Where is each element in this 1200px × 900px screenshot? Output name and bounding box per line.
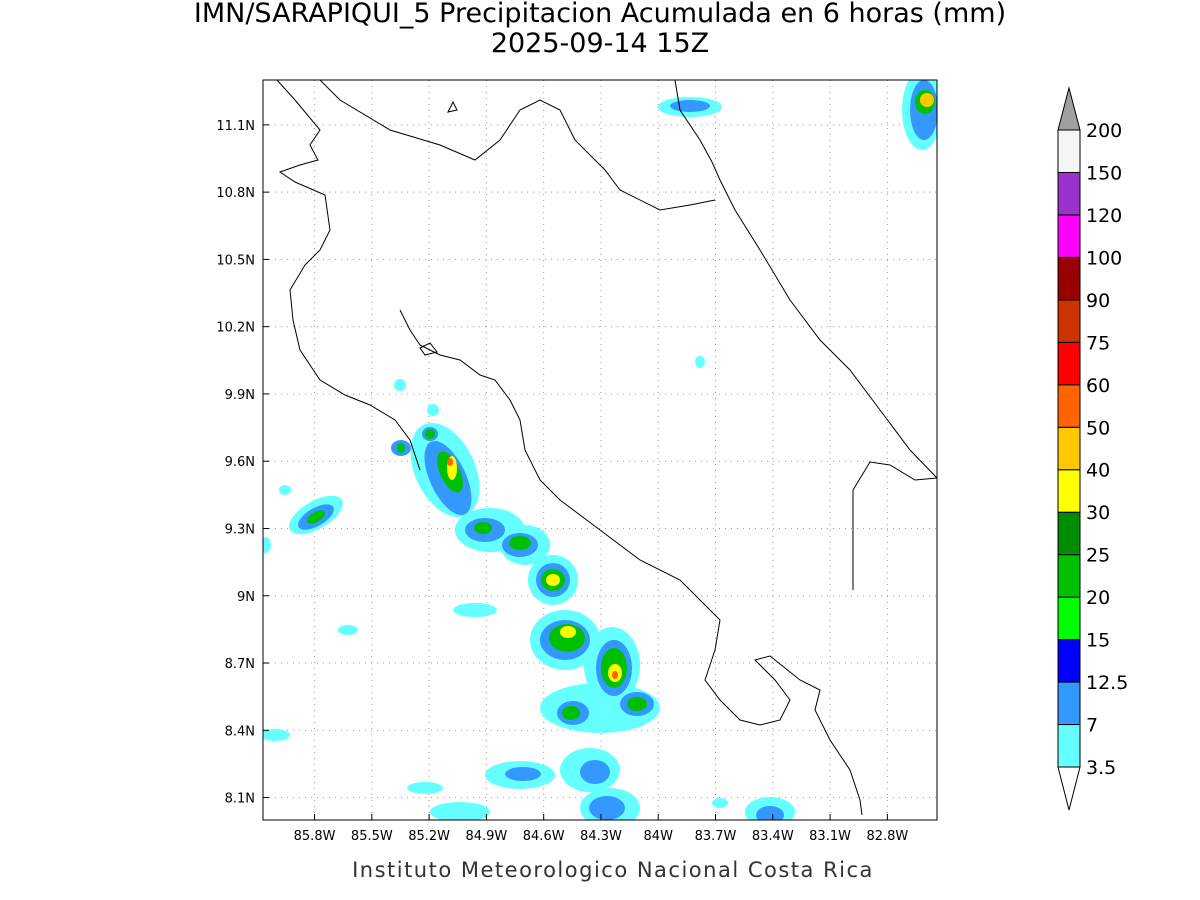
chart-title: IMN/SARAPIQUI_5 Precipitacion Acumulada … xyxy=(194,0,1006,29)
x-tick-label: 84.6W xyxy=(523,829,565,844)
colorbar-segment xyxy=(1057,724,1081,768)
colorbar-label: 12.5 xyxy=(1086,672,1128,694)
y-tick-label: 9.3N xyxy=(225,522,255,537)
island xyxy=(447,100,458,113)
gulf-coast xyxy=(399,309,863,816)
y-tick-label: 9.9N xyxy=(225,388,255,403)
colorbar-label: 120 xyxy=(1086,205,1122,227)
nicaragua-border xyxy=(319,80,716,211)
colorbar-label: 90 xyxy=(1086,290,1110,312)
caribbean-coast xyxy=(674,80,937,479)
y-tick-label: 11.1N xyxy=(216,119,255,134)
y-tick-label: 8.4N xyxy=(225,724,255,739)
colorbar-label: 30 xyxy=(1086,502,1110,524)
colorbar-segment xyxy=(1057,554,1081,598)
colorbar-segment xyxy=(1057,596,1081,641)
colorbar-label: 40 xyxy=(1086,460,1110,482)
colorbar-over xyxy=(1057,86,1081,131)
colorbar-segment xyxy=(1057,299,1081,343)
colorbar-label: 50 xyxy=(1086,417,1110,439)
x-tick-label: 83.4W xyxy=(752,829,794,844)
precip-field xyxy=(263,80,937,820)
colorbar-label: 60 xyxy=(1086,375,1110,397)
colorbar-label: 100 xyxy=(1086,247,1122,269)
y-tick-label: 10.8N xyxy=(216,186,255,201)
colorbar-segment xyxy=(1057,341,1081,386)
x-tick-label: 83.7W xyxy=(695,829,737,844)
x-tick-label: 85.8W xyxy=(294,829,336,844)
colorbar-segment xyxy=(1057,426,1081,471)
colorbar-label: 150 xyxy=(1086,162,1122,184)
x-tick-label: 84W xyxy=(644,829,674,844)
colorbar-label: 200 xyxy=(1086,120,1122,142)
precip-heavy xyxy=(306,90,935,720)
plot-frame xyxy=(262,79,938,821)
x-tick-label: 82.8W xyxy=(866,829,908,844)
y-tick-label: 8.1N xyxy=(225,792,255,807)
precip-intense xyxy=(447,93,934,682)
panama-border xyxy=(852,461,937,590)
colorbar-label: 7 xyxy=(1086,715,1098,737)
y-tick-label: 10.5N xyxy=(216,253,255,268)
chart-subtitle: 2025-09-14 15Z xyxy=(491,28,709,59)
y-tick-label: 10.2N xyxy=(216,321,255,336)
colorbar-segment xyxy=(1057,681,1081,726)
colorbar-segment xyxy=(1057,171,1081,216)
colorbar-segment xyxy=(1057,256,1081,301)
colorbar: 3.5 7 12.5 15 20 25 30 40 50 60 75 90 100 120 150 200 xyxy=(1057,86,1128,811)
colorbar-label: 20 xyxy=(1086,587,1110,609)
colorbar-segment xyxy=(1057,511,1081,556)
colorbar-segment xyxy=(1057,384,1081,428)
x-tick-label: 85.2W xyxy=(408,829,450,844)
pacific-coast xyxy=(276,80,421,471)
coastlines xyxy=(276,80,937,816)
precip-light xyxy=(263,80,937,820)
y-tick-label: 9.6N xyxy=(225,455,255,470)
y-tick-label: 8.7N xyxy=(225,657,255,672)
y-tick-label: 9N xyxy=(237,590,255,605)
colorbar-segment xyxy=(1057,214,1081,258)
x-tick-label: 85.5W xyxy=(351,829,393,844)
colorbar-segment xyxy=(1057,129,1081,173)
credit: Instituto Meteorologico Nacional Costa R… xyxy=(352,858,874,882)
colorbar-label: 75 xyxy=(1086,332,1110,354)
colorbar-label: 3.5 xyxy=(1086,757,1116,779)
x-tick-label: 84.9W xyxy=(465,829,507,844)
colorbar-under xyxy=(1057,766,1081,811)
colorbar-label: 15 xyxy=(1086,630,1110,652)
x-tick-label: 84.3W xyxy=(580,829,622,844)
island xyxy=(419,342,438,356)
colorbar-segment xyxy=(1057,469,1081,513)
colorbar-segment xyxy=(1057,639,1081,683)
x-tick-label: 83.1W xyxy=(809,829,851,844)
colorbar-label: 25 xyxy=(1086,545,1110,567)
